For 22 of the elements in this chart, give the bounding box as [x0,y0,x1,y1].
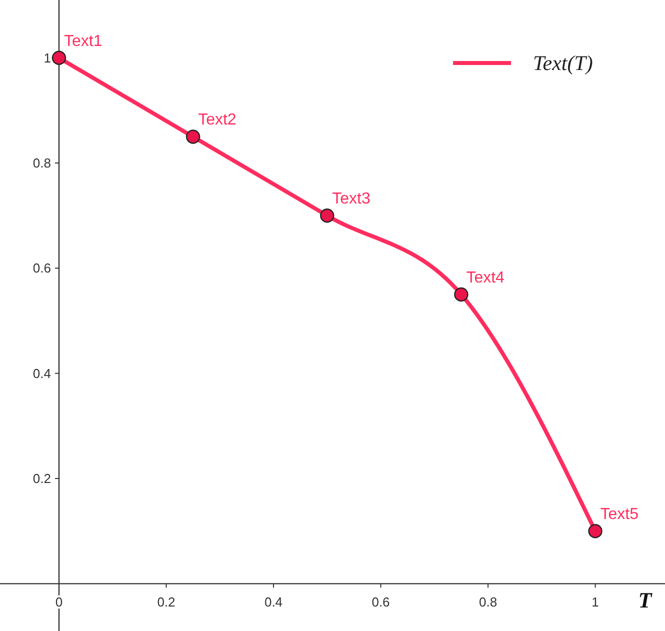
point [52,50,66,65]
annotation: Text3 [332,190,370,208]
annotation: Text1 [64,32,102,50]
annotation: Text4 [466,269,505,286]
x-axis-title: T [638,588,654,613]
x-tick-label: 0.6 [372,594,390,610]
y-tick-label: 1 [44,50,51,66]
y-tick-label: 0.4 [32,366,51,381]
x-tick-label: 0.2 [157,594,176,610]
point [186,130,200,144]
y-tick-label: 0.8 [32,156,51,171]
x-tick-label: 0.4 [264,594,283,610]
point [588,524,602,538]
legend-label: Text(T) [533,51,593,75]
x-tick-label: 1 [592,594,599,610]
y-tick-label: 0.6 [32,260,51,276]
point [320,208,334,223]
y-tick-label: 0.2 [32,471,51,486]
annotation: Text5 [600,506,639,524]
point [454,287,468,302]
x-tick-label: 0.8 [478,594,498,610]
annotation: Text2 [198,112,236,129]
